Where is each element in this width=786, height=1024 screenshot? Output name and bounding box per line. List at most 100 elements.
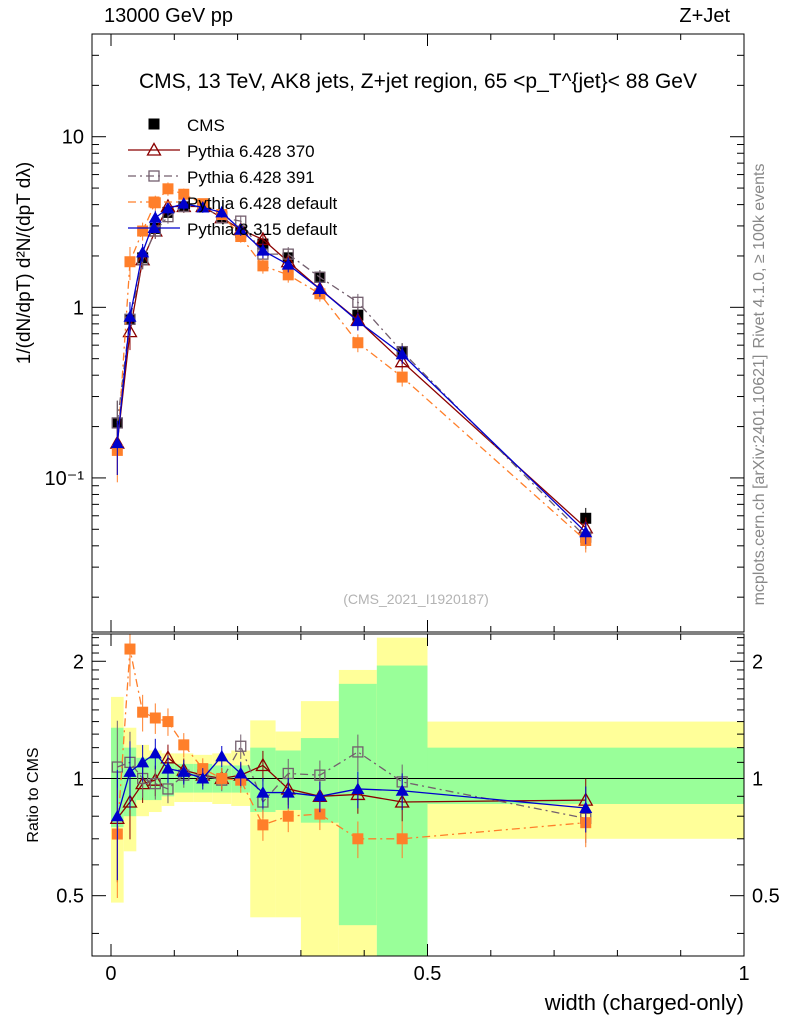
ratio-point-p8_default [281, 786, 295, 798]
ratio-y-tick-label-left: 2 [73, 651, 84, 673]
legend: CMS Pythia 6.428 370 Pythia 6.428 391 Pythi… [128, 116, 338, 239]
legend-label-p6_default: Pythia 6.428 default [187, 194, 338, 213]
ratio-point-p6_default [162, 716, 174, 728]
analysis-id: (CMS_2021_I1920187) [343, 591, 489, 607]
ratio-point-p6_391 [149, 777, 161, 790]
ratio-point-p6_default [137, 706, 149, 718]
point-p8_default [256, 244, 270, 256]
main-frame [91, 33, 745, 633]
point-p8_default [123, 310, 137, 322]
ratio-point-p6_default [257, 819, 269, 831]
point-p6_default [124, 256, 136, 268]
x-axis-label: width (charged-only) [544, 990, 744, 1015]
point-p8_default [395, 347, 409, 360]
legend-label-p6_391: Pythia 6.428 391 [187, 168, 315, 187]
ratio-point-p8_default [123, 765, 137, 777]
legend-marker-cms [148, 118, 160, 130]
ratio-y-tick-label-left: 0.5 [56, 886, 84, 908]
ratio-point-p8_default [148, 746, 162, 759]
ratio-point-p8_default [395, 784, 409, 796]
ratio-uncertainty-bands [92, 637, 744, 956]
y-tick-label: 1 [73, 297, 84, 319]
point-p6_default [282, 269, 294, 281]
point-p8_default [351, 314, 365, 327]
ratio-point-p6_default [178, 739, 190, 751]
axis-frames [91, 33, 745, 957]
series-line-p6_default [116, 188, 587, 541]
legend-marker-p6_default [148, 196, 160, 208]
axis-ticks: 0 0.5 1 10 1 10⁻¹ 2 2 1 1 0.5 0.5 width (charged-onl… [14, 33, 780, 1015]
ratio-y-tick-label-right: 0.5 [752, 886, 780, 908]
point-p8_default [234, 223, 248, 235]
point-p8_default [161, 201, 175, 214]
legend-label-p8_default: Pythia 8.315 default [187, 220, 338, 239]
legend-marker-p6_391 [148, 170, 160, 182]
point-p6_default [178, 188, 190, 200]
ratio-point-p8_default [215, 749, 229, 762]
main-y-axis-label: 1/(dN/dpT) d²N/(dpT dλ) [14, 162, 35, 364]
point-p8_default [579, 525, 593, 538]
y-tick-label: 10⁻¹ [45, 468, 85, 490]
point-p6_default [162, 183, 174, 195]
ratio-point-p8_default [110, 809, 124, 822]
ratio-point-p8_default [234, 766, 248, 779]
x-tick-label: 0.5 [414, 963, 442, 985]
point-p6_default [352, 337, 364, 349]
legend-marker-p6_370 [146, 142, 162, 156]
ratio-point-p8_default [579, 801, 593, 813]
series-line-p6_391 [116, 205, 587, 538]
rivet-version-label: Rivet 4.1.0, ≥ 100k events [751, 164, 768, 349]
series-line-p8_default [116, 203, 587, 533]
y-tick-label: 10 [62, 127, 84, 149]
ratio-point-p8_default [351, 782, 365, 794]
ratio-point-p6_default [124, 643, 136, 655]
point-p8_default [177, 197, 191, 209]
process-label: Z+Jet [679, 5, 730, 27]
legend-marker-p8_default [147, 221, 161, 233]
point-p8_default [196, 200, 210, 213]
legend-label-cms: CMS [187, 116, 225, 135]
x-tick-label: 0 [105, 963, 116, 985]
ratio-point-p6_default [282, 810, 294, 822]
ratio-y-axis-label: Ratio to CMS [25, 747, 42, 842]
point-p8_default [215, 205, 229, 218]
point-p8_default [313, 282, 327, 295]
point-p8_default [281, 258, 295, 270]
point-p8_default [148, 211, 162, 223]
ratio-point-p8_default [256, 786, 270, 798]
ratio-point-p8_default [177, 765, 191, 777]
ratio-point-p6_default [149, 712, 161, 724]
energy-label: 13000 GeV pp [104, 5, 233, 27]
ratio-point-p6_default [352, 833, 364, 845]
ratio-y-tick-label-right: 1 [752, 768, 763, 790]
ratio-point-p8_default [161, 762, 175, 774]
chart-title: CMS, 13 TeV, AK8 jets, Z+jet region, 65 … [139, 70, 697, 93]
point-p8_default [136, 245, 150, 258]
point-p6_391 [352, 296, 364, 308]
x-tick-label: 1 [738, 963, 749, 985]
point-p6_default [235, 231, 247, 243]
ratio-point-p6_370 [255, 757, 271, 772]
ratio-point-p8_default [313, 789, 327, 802]
ratio-point-p6_391 [235, 740, 247, 752]
ratio-series [109, 634, 594, 899]
ratio-point-p6_default [216, 772, 228, 784]
ratio-point-p6_391 [314, 769, 326, 781]
ratio-frame [91, 633, 745, 957]
point-p8_default [110, 436, 124, 449]
point-p6_370 [394, 353, 410, 368]
ratio-y-tick-label-left: 1 [73, 768, 84, 790]
main-series [109, 182, 594, 553]
point-p6_default [137, 225, 149, 237]
mcplots-credit-label: mcplots.cern.ch [arXiv:2401.10621] [751, 355, 768, 606]
ratio-point-p6_391 [162, 783, 174, 795]
point-p6_default [257, 260, 269, 272]
ratio-point-p8_default [196, 771, 210, 784]
ratio-point-p6_391 [352, 746, 364, 758]
ratio-y-tick-label-right: 2 [752, 651, 763, 673]
point-p6_default [396, 371, 408, 383]
ratio-point-p6_default [396, 833, 408, 845]
legend-label-p6_370: Pythia 6.428 370 [187, 142, 315, 161]
ratio-point-p6_default [314, 808, 326, 820]
